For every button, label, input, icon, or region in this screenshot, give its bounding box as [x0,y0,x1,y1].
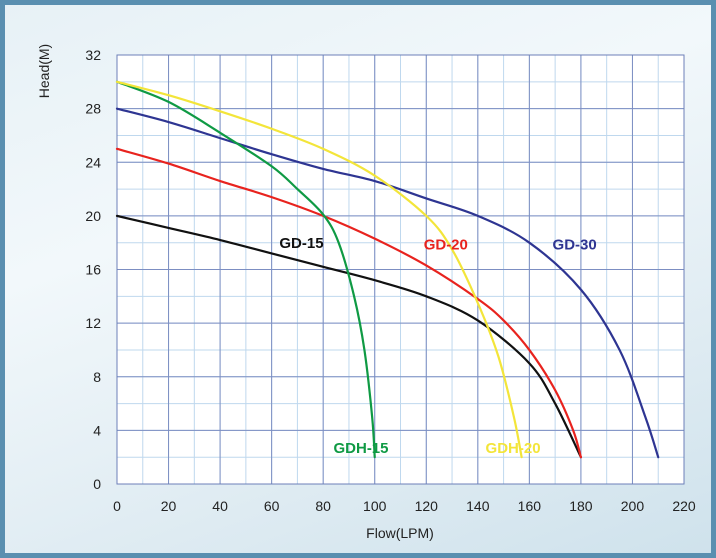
y-tick-label: 24 [85,154,101,170]
x-tick-label: 0 [113,498,121,514]
series-line-gd-15 [115,214,583,459]
series-line-gd-20 [115,147,583,459]
series-label-gd-20: GD-20 [424,236,468,253]
y-tick-label: 12 [85,315,101,331]
plot-border [116,54,685,485]
series-line-gdh-20 [115,80,523,459]
x-tick-label: 100 [363,498,387,514]
y-tick-label: 28 [85,101,101,117]
x-tick-label: 80 [315,498,331,514]
series-label-gd-15: GD-15 [279,235,323,252]
y-tick-label: 20 [85,208,101,224]
x-tick-label: 20 [161,498,177,514]
y-tick-label: 4 [93,422,101,438]
series-label-gdh-20: GDH-20 [486,440,541,457]
x-tick-label: 140 [466,498,490,514]
x-tick-label: 40 [212,498,228,514]
series-lines [115,80,660,459]
y-tick-label: 32 [85,47,101,63]
y-tick-label: 16 [85,262,101,278]
x-tick-label: 180 [569,498,593,514]
series-labels: GD-15 GD-20 GD-30 GDH-15 GDH-20 [279,235,596,457]
y-tick-label: 8 [93,369,101,385]
grid [116,54,685,485]
y-axis-label: Head(M) [36,44,52,98]
x-tick-label: 220 [672,498,696,514]
x-tick-label: 120 [415,498,439,514]
x-axis-label: Flow(LPM) [366,525,434,541]
series-label-gd-30: GD-30 [553,236,597,253]
series-line-gdh-15 [115,80,376,459]
y-tick-label: 0 [93,476,101,492]
x-tick-label: 200 [621,498,645,514]
x-axis-ticks: 0 20 40 60 80 100 120 140 160 180 200 220 [113,498,696,514]
x-tick-label: 160 [518,498,542,514]
series-line-gd-30 [115,107,660,459]
series-label-gdh-15: GDH-15 [333,440,388,457]
y-axis-ticks: 0 4 8 12 16 20 24 28 32 [85,47,101,492]
x-tick-label: 60 [264,498,280,514]
